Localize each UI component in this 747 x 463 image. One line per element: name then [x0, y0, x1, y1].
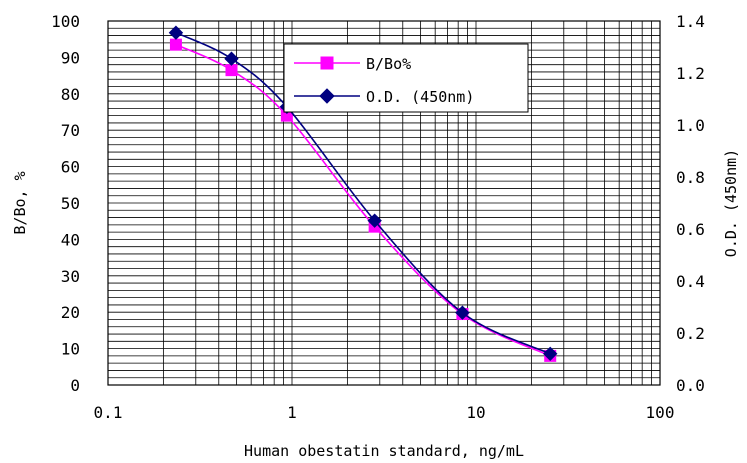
y-right-tick-label: 1.4	[676, 12, 705, 31]
y-left-tick-label: 90	[61, 48, 80, 67]
series-0-point	[225, 64, 238, 77]
series-1-point	[224, 51, 239, 66]
series-0-point	[169, 38, 182, 51]
legend-label-b-bo: B/Bo%	[366, 55, 411, 73]
series-1-point	[168, 25, 184, 40]
y-left-tick-label: 100	[51, 12, 80, 31]
y-left-tick-label: 40	[61, 230, 80, 249]
y-right-tick-label: 0.8	[676, 168, 705, 187]
y-left-tick-label: 0	[70, 376, 80, 395]
y-left-tick-label: 70	[61, 121, 80, 140]
y-left-tick-label: 20	[61, 303, 80, 322]
x-tick-label: 100	[646, 403, 675, 422]
tick-labels: 0.1 1 10 10001020304050607080901000.00.20.4…	[51, 12, 705, 422]
legend-label-od: O.D. (450nm)	[366, 88, 474, 106]
series-1-point	[455, 305, 470, 320]
y-left-tick-label: 50	[61, 194, 80, 213]
y-right-tick-label: 0.2	[676, 324, 705, 343]
x-axis-title: Human obestatin standard, ng/mL	[244, 442, 524, 460]
legend-marker-diamond	[319, 88, 335, 104]
y-right-tick-label: 0.4	[676, 272, 705, 291]
x-tick-label: 10	[466, 403, 485, 422]
y-right-tick-label: 0.0	[676, 376, 705, 395]
series-1-point	[543, 346, 558, 362]
y-right-axis-title: O.D. (450nm)	[722, 149, 740, 257]
series-layer	[168, 25, 558, 362]
y-right-tick-label: 1.0	[676, 116, 705, 135]
plot-frame	[107, 20, 661, 386]
y-left-tick-label: 80	[61, 85, 80, 104]
y-left-axis-title: B/Bo, %	[11, 171, 29, 234]
y-left-tick-label: 10	[61, 340, 80, 359]
y-left-tick-label: 60	[61, 158, 80, 177]
series-1-point	[367, 213, 382, 228]
y-right-tick-label: 1.2	[676, 64, 705, 83]
x-tick-label: 0.1	[94, 403, 123, 422]
legend-marker-square	[320, 56, 334, 70]
y-left-tick-label: 30	[61, 267, 80, 286]
y-right-tick-label: 0.6	[676, 220, 705, 239]
legend: B/Bo% O.D. (450nm)	[283, 43, 529, 113]
x-tick-label: 1	[287, 403, 297, 422]
